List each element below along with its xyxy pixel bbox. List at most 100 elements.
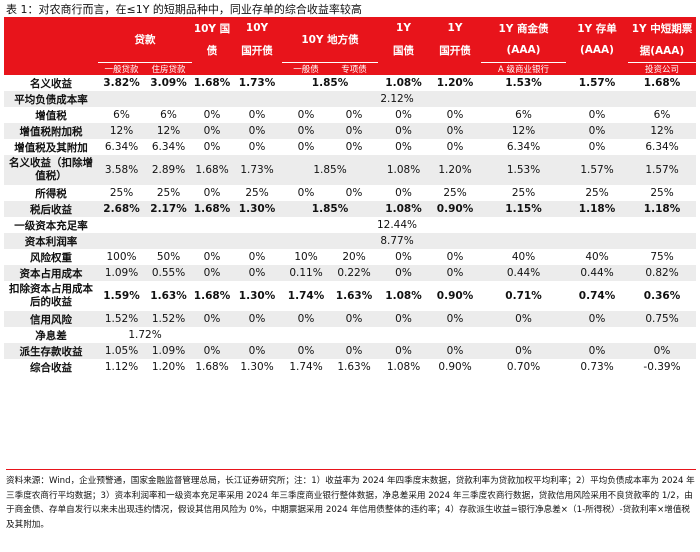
header-row-1: 贷款 10Y 国 10Y 10Y 地方债 1Y 1Y 1Y 商金债 1Y 存单 … xyxy=(4,17,696,46)
table-cell: 0% xyxy=(378,123,429,139)
table-cell: 1.52% xyxy=(98,311,145,327)
table-row: 增值税及其附加 6.34% 6.34% 0% 0% 0% 0% 0% 0% 6.34% 0% 6.34… xyxy=(4,139,696,155)
table-cell: 0% xyxy=(282,185,330,201)
table-cell: 0% xyxy=(282,311,330,327)
table-cell: 0.74% xyxy=(566,281,628,311)
table-row: 税后收益 2.68% 2.17% 1.68% 1.30% 1.85% 1.08% 0.90% 1… xyxy=(4,201,696,217)
table-cell: 0.90% xyxy=(429,201,481,217)
table-cell: 1.57% xyxy=(566,155,628,185)
table-cell: 0% xyxy=(429,265,481,281)
sub-inv: 投资公司 xyxy=(628,61,696,75)
table-cell: 40% xyxy=(481,249,566,265)
table-row: 一级资本充足率 12.44% xyxy=(4,217,696,233)
table-cell: 0% xyxy=(192,139,232,155)
table-cell: 0.90% xyxy=(429,359,481,375)
table-cell: 1.85% xyxy=(282,75,378,91)
header-fin1-b: (AAA) xyxy=(506,44,541,56)
table-cell: 1.53% xyxy=(481,75,566,91)
table-cell: 0% xyxy=(232,123,282,139)
table-cell: 0.44% xyxy=(566,265,628,281)
row-label: 税后收益 xyxy=(4,201,98,217)
table-cell: 1.57% xyxy=(566,75,628,91)
table-cell: 0.90% xyxy=(429,281,481,311)
table-cell: 0% xyxy=(232,265,282,281)
table-cell: 1.68% xyxy=(192,201,232,217)
table-cell: 1.68% xyxy=(192,155,232,185)
table-row: 增值税附加税 12% 12% 0% 0% 0% 0% 0% 0% 12% 0% 12% xyxy=(4,123,696,139)
table-cell: 0% xyxy=(330,139,378,155)
table-cell: 1.59% xyxy=(98,281,145,311)
table-cell: 1.20% xyxy=(429,155,481,185)
table-cell: 6.34% xyxy=(98,139,145,155)
table-cell: 0.36% xyxy=(628,281,696,311)
spanning-value: 1.72% xyxy=(98,327,192,343)
table-row: 信用风险 1.52% 1.52% 0% 0% 0% 0% 0% 0% 0% 0% 0.75% xyxy=(4,311,696,327)
spanning-value: 8.77% xyxy=(98,233,696,249)
sub-special-bond: 专项债 xyxy=(330,61,378,75)
table-cell: 0% xyxy=(232,249,282,265)
table-cell: 0% xyxy=(330,343,378,359)
table-cell: 0% xyxy=(330,107,378,123)
table-cell: 1.68% xyxy=(192,359,232,375)
table-cell: 0% xyxy=(232,107,282,123)
footnote: 资料来源：Wind，企业预警通，国家金融监督管理总局，长江证券研究所；注：1）收… xyxy=(6,469,696,532)
row-label: 净息差 xyxy=(4,327,98,343)
table-cell: 12% xyxy=(481,123,566,139)
table-cell: 0% xyxy=(232,139,282,155)
table-caption: 表 1：对农商行而言，在≤1Y 的短期品种中，同业存单的综合收益率较高 xyxy=(6,3,362,16)
table-cell: 6.34% xyxy=(145,139,192,155)
sub-general-loan: 一般贷款 xyxy=(98,61,145,75)
sub-bank: A 级商业银行 xyxy=(481,61,566,75)
table-cell: 25% xyxy=(481,185,566,201)
table-cell: 1.63% xyxy=(330,281,378,311)
table-cell: 25% xyxy=(232,185,282,201)
row-label: 资本占用成本 xyxy=(4,265,98,281)
table-cell: 6% xyxy=(145,107,192,123)
table-cell: 0% xyxy=(429,107,481,123)
sub-mortgage: 住房贷款 xyxy=(145,61,192,75)
table-row: 扣除资本占用成本后的收益 1.59% 1.63% 1.68% 1.30% 1.74% 1.6… xyxy=(4,281,696,311)
row-label: 资本利润率 xyxy=(4,233,98,249)
table-cell: 0% xyxy=(566,123,628,139)
header-cdb1: 1Y xyxy=(447,22,463,34)
table-cell: 100% xyxy=(98,249,145,265)
table-cell: 6% xyxy=(628,107,696,123)
table-cell: 40% xyxy=(566,249,628,265)
table-cell: 0% xyxy=(481,311,566,327)
table-cell: 50% xyxy=(145,249,192,265)
header-gov10-b: 债 xyxy=(206,44,218,57)
table-cell: 0% xyxy=(429,343,481,359)
table-cell: 1.30% xyxy=(232,281,282,311)
table-row: 派生存款收益 1.05% 1.09% 0% 0% 0% 0% 0% 0% 0% 0% 0% xyxy=(4,343,696,359)
table-row: 所得税 25% 25% 0% 25% 0% 0% 0% 25% 25% 25% 25% xyxy=(4,185,696,201)
table-cell: 1.05% xyxy=(98,343,145,359)
table-cell: 1.18% xyxy=(628,201,696,217)
comparison-table: 贷款 10Y 国 10Y 10Y 地方债 1Y 1Y 1Y 商金债 1Y 存单 … xyxy=(4,17,696,375)
table-cell: 1.08% xyxy=(378,155,429,185)
table-cell: 0% xyxy=(429,249,481,265)
table-cell: 10% xyxy=(282,249,330,265)
table-cell: 6% xyxy=(481,107,566,123)
table-cell: 0% xyxy=(192,107,232,123)
header-cdb1-b: 国开债 xyxy=(439,44,471,57)
table-cell: 0.75% xyxy=(628,311,696,327)
table-cell: 1.08% xyxy=(378,201,429,217)
table-cell: 25% xyxy=(429,185,481,201)
table-cell: 2.89% xyxy=(145,155,192,185)
table-cell: 2.68% xyxy=(98,201,145,217)
table-cell: 1.53% xyxy=(481,155,566,185)
table-cell: 0% xyxy=(192,185,232,201)
table-cell: 1.30% xyxy=(232,359,282,375)
table-row: 资本占用成本 1.09% 0.55% 0% 0% 0.11% 0.22% 0% 0% 0.44% 0… xyxy=(4,265,696,281)
table-cell: 3.09% xyxy=(145,75,192,91)
table-cell: 12% xyxy=(98,123,145,139)
table-cell: 0% xyxy=(378,107,429,123)
table-row: 综合收益 1.12% 1.20% 1.68% 1.30% 1.74% 1.63% 1.08% 0… xyxy=(4,359,696,375)
table-cell: 0% xyxy=(628,343,696,359)
table-cell: 12% xyxy=(628,123,696,139)
table-cell: 0.71% xyxy=(481,281,566,311)
table-cell: 6% xyxy=(98,107,145,123)
table-cell: 20% xyxy=(330,249,378,265)
row-label: 增值税 xyxy=(4,107,98,123)
table-cell: 0.82% xyxy=(628,265,696,281)
